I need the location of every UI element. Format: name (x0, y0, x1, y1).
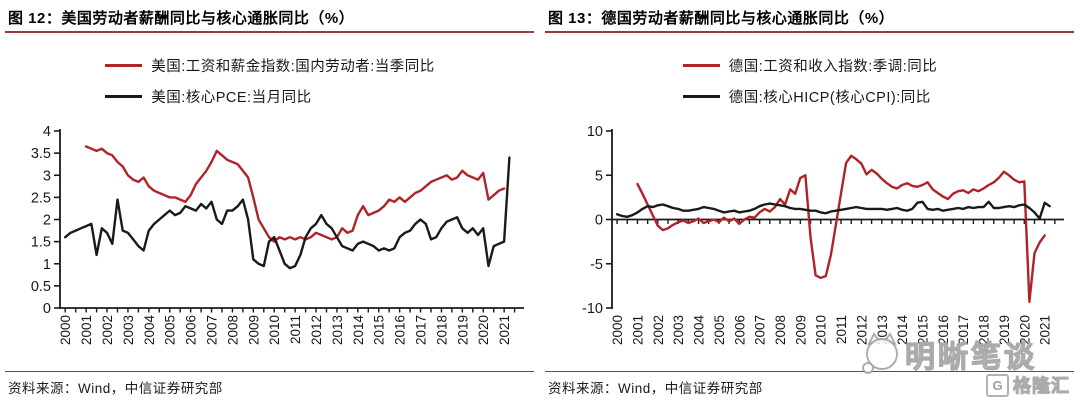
chart-title-us: 图 12：美国劳动者薪酬同比与核心通胀同比（%） (8, 7, 532, 28)
legend-label-us-core-pce: 美国:核心PCE:当月同比 (151, 90, 312, 106)
svg-text:2020: 2020 (1017, 315, 1032, 345)
svg-text:2014: 2014 (895, 315, 910, 346)
svg-text:1: 1 (43, 257, 51, 273)
figure-title-de: 德国劳动者薪酬同比与核心通胀同比（%） (601, 10, 895, 27)
svg-text:2006: 2006 (184, 315, 199, 345)
svg-text:2012: 2012 (309, 315, 324, 345)
svg-text:2001: 2001 (630, 315, 645, 345)
title-underline-us (5, 31, 534, 33)
svg-text:2001: 2001 (79, 315, 94, 345)
svg-text:2010: 2010 (267, 315, 282, 345)
legend-label-de-core-hicp: 德国:核心HICP(核心CPI):同比 (728, 90, 931, 106)
svg-text:2018: 2018 (434, 315, 449, 345)
chart-panel-de: 图 13：德国劳动者薪酬同比与核心通胀同比（%） 德国:工资和收入指数:季调:同… (540, 0, 1080, 405)
line-chart-us: 0 0.5 1 1.5 2 2.5 3 3.5 4 2000 2001 2002 2003 2004 200… (31, 124, 524, 346)
svg-text:3: 3 (43, 168, 51, 184)
svg-text:2003: 2003 (121, 315, 136, 345)
legend-label-de-wages: 德国:工资和收入指数:季调:同比 (728, 59, 938, 75)
svg-text:2015: 2015 (372, 315, 387, 345)
svg-text:2011: 2011 (288, 315, 303, 344)
svg-text:2002: 2002 (100, 315, 115, 345)
source-separator-de (545, 371, 1074, 372)
svg-text:5: 5 (595, 168, 603, 184)
title-underline-de (545, 31, 1074, 33)
legend-de: 德国:工资和收入指数:季调:同比 德国:核心HICP(核心CPI):同比 (540, 50, 1080, 112)
figure-number-de: 图 13： (548, 10, 602, 27)
svg-text:2009: 2009 (246, 315, 261, 345)
svg-text:2012: 2012 (854, 315, 869, 345)
svg-text:2006: 2006 (732, 315, 747, 345)
legend-item-us-core-pce: 美国:核心PCE:当月同比 (105, 81, 435, 112)
chart-title-de: 图 13：德国劳动者薪酬同比与核心通胀同比（%） (548, 7, 1072, 28)
svg-text:2000: 2000 (610, 315, 625, 345)
svg-text:2011: 2011 (834, 315, 849, 344)
svg-text:2014: 2014 (351, 315, 366, 346)
svg-text:-5: -5 (590, 257, 603, 273)
legend-line-swatch-black (682, 95, 720, 98)
svg-text:2017: 2017 (956, 315, 971, 345)
svg-text:2007: 2007 (753, 315, 768, 345)
svg-text:2018: 2018 (977, 315, 992, 345)
svg-text:2002: 2002 (651, 315, 666, 345)
legend-line-swatch-red (682, 64, 720, 67)
svg-text:2021: 2021 (1038, 315, 1053, 345)
figure-number-us: 图 12： (8, 10, 62, 27)
svg-text:2020: 2020 (476, 315, 491, 345)
svg-text:2010: 2010 (814, 315, 829, 345)
svg-text:2: 2 (43, 213, 51, 229)
svg-text:0: 0 (595, 213, 603, 229)
svg-text:2004: 2004 (692, 315, 707, 346)
svg-text:2000: 2000 (58, 315, 73, 345)
svg-text:2019: 2019 (997, 315, 1012, 345)
svg-text:2019: 2019 (455, 315, 470, 345)
svg-text:3.5: 3.5 (31, 146, 51, 162)
legend-label-us-wages: 美国:工资和薪金指数:国内劳动者:当季同比 (151, 59, 435, 75)
svg-text:2007: 2007 (205, 315, 220, 345)
svg-text:2003: 2003 (671, 315, 686, 345)
chart-panel-us: 图 12：美国劳动者薪酬同比与核心通胀同比（%） 美国:工资和薪金指数:国内劳动… (0, 7, 540, 396)
legend-line-swatch-black (105, 95, 143, 98)
svg-text:2016: 2016 (393, 315, 408, 345)
svg-text:2013: 2013 (330, 315, 345, 345)
svg-text:2015: 2015 (915, 315, 930, 345)
line-chart-de: -10 -5 0 5 10 2000 2001 2002 2003 2004 2005 2006 200… (582, 124, 1064, 346)
source-note-de: 资料来源：Wind，中信证券研究部 (548, 381, 763, 396)
svg-text:2016: 2016 (936, 315, 951, 345)
svg-text:4: 4 (43, 124, 51, 140)
svg-text:2021: 2021 (497, 315, 512, 345)
legend-us: 美国:工资和薪金指数:国内劳动者:当季同比 美国:核心PCE:当月同比 (0, 50, 540, 112)
svg-text:1.5: 1.5 (31, 235, 51, 251)
svg-text:2005: 2005 (712, 315, 727, 345)
legend-item-de-core-hicp: 德国:核心HICP(核心CPI):同比 (682, 81, 938, 112)
svg-text:2009: 2009 (793, 315, 808, 345)
legend-line-swatch-red (105, 64, 143, 67)
svg-text:2013: 2013 (875, 315, 890, 345)
svg-text:2008: 2008 (773, 315, 788, 345)
svg-text:10: 10 (587, 124, 603, 140)
source-separator-us (5, 371, 534, 372)
svg-text:2008: 2008 (225, 315, 240, 345)
legend-item-us-wages: 美国:工资和薪金指数:国内劳动者:当季同比 (105, 50, 435, 81)
source-note-us: 资料来源：Wind，中信证券研究部 (8, 381, 223, 396)
svg-text:2.5: 2.5 (31, 190, 51, 206)
svg-text:-10: -10 (582, 301, 603, 317)
figure-title-us: 美国劳动者薪酬同比与核心通胀同比（%） (61, 10, 355, 27)
svg-text:2017: 2017 (414, 315, 429, 345)
svg-text:0: 0 (43, 301, 51, 317)
svg-text:2004: 2004 (142, 315, 157, 346)
svg-text:2005: 2005 (163, 315, 178, 345)
svg-text:0.5: 0.5 (31, 279, 51, 295)
legend-item-de-wages: 德国:工资和收入指数:季调:同比 (682, 50, 938, 81)
